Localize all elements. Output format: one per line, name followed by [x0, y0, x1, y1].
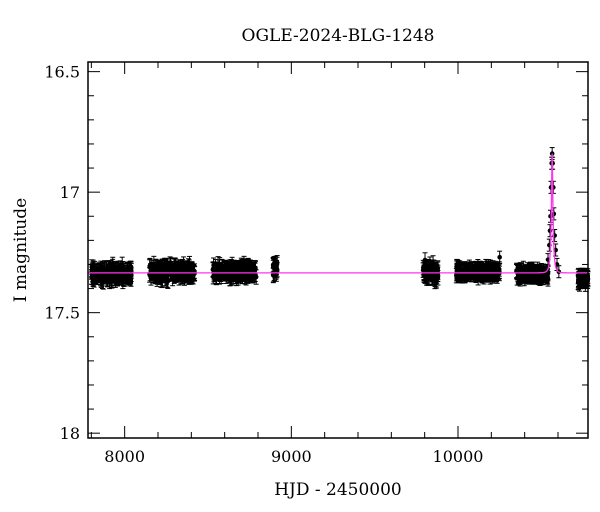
point-marker — [421, 267, 427, 273]
data-point — [243, 262, 249, 279]
point-marker — [150, 269, 156, 275]
point-marker — [250, 273, 255, 278]
point-marker — [185, 271, 191, 276]
data-point — [127, 260, 133, 277]
point-marker — [157, 273, 163, 278]
point-marker — [425, 275, 431, 281]
point-marker — [100, 274, 106, 279]
point-marker — [189, 268, 195, 273]
data-point — [239, 268, 245, 285]
plot-area — [88, 147, 591, 292]
point-marker — [271, 261, 277, 267]
point-marker — [219, 264, 225, 269]
data-point — [100, 268, 106, 285]
point-marker — [432, 274, 438, 279]
data-point — [230, 261, 236, 278]
point-marker — [89, 274, 94, 280]
data-point — [432, 268, 438, 285]
data-point — [249, 267, 255, 284]
data-point — [219, 258, 225, 275]
point-marker — [162, 263, 167, 268]
point-marker — [105, 271, 111, 276]
point-marker — [112, 277, 118, 283]
point-marker — [94, 273, 99, 278]
point-marker — [230, 267, 236, 272]
point-marker — [240, 274, 245, 279]
point-marker — [164, 266, 170, 271]
chart-title: OGLE-2024-BLG-1248 — [242, 26, 435, 46]
data-point — [189, 262, 195, 279]
point-marker — [171, 263, 177, 268]
point-marker — [127, 266, 133, 271]
data-point — [88, 269, 94, 285]
point-marker — [120, 275, 126, 281]
point-marker — [243, 268, 249, 273]
data-point — [157, 267, 163, 284]
data-point — [93, 267, 99, 284]
